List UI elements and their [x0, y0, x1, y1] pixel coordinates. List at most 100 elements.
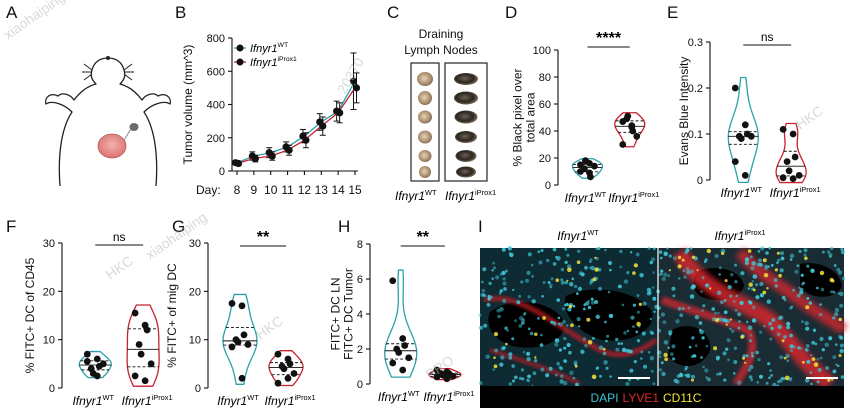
e-data-point	[795, 172, 803, 179]
microscopy-images	[478, 246, 849, 391]
f-violin-wt	[78, 350, 112, 379]
d-significance-label: ****	[596, 30, 622, 47]
b-x-prefix: Day:	[196, 183, 221, 197]
g-ytick-label: 20	[189, 286, 201, 298]
watermark-7: 20370	[334, 55, 367, 97]
d-ytick-label: 100	[533, 45, 551, 57]
f-data-point	[99, 360, 107, 368]
iprox1-lymph-nodes	[454, 73, 478, 178]
wt-node-frame	[410, 62, 440, 182]
e-data-point	[789, 175, 797, 183]
e-violin-iprox1	[775, 122, 807, 184]
d-data-point	[591, 162, 598, 170]
i-iprox1-label: Ifnyr1iProx1	[714, 228, 765, 243]
f-y-axis-label: % FITC+ DC of CD45	[23, 257, 37, 373]
d-data-point	[577, 168, 584, 175]
wt-node-photo	[417, 72, 433, 86]
d-data-point	[587, 173, 594, 181]
iprox1-node-photo	[455, 131, 477, 143]
g-data-point	[238, 374, 246, 382]
lyve1-vessel	[735, 248, 849, 335]
e-ytick-label: 0	[697, 175, 703, 187]
h-group-label-wt: Ifnyr1WT	[378, 389, 420, 404]
g-ytick-label: 30	[189, 238, 201, 250]
wt-node-photo	[418, 91, 432, 105]
b-ytick-label: 600	[207, 66, 225, 78]
f-group-label-wt: Ifnyr1WT	[72, 393, 114, 408]
e-data-point	[731, 84, 739, 92]
g-violin-iprox1	[268, 350, 304, 387]
evans-blue-violin-chart: 0 0.1 0.2 0.3 Evans Blue Intensity Ifnyr1WT If…	[677, 30, 821, 200]
lyve1-vessel	[660, 296, 757, 387]
e-data-point	[783, 158, 791, 166]
panel-a-mouse-illustration	[44, 56, 172, 187]
h-ytick-label: 4	[357, 309, 363, 321]
g-group-label-iprox1: Ifnyr1iProx1	[264, 393, 315, 408]
e-data-point	[785, 167, 793, 175]
e-data-point	[731, 158, 739, 166]
g-data-point	[228, 343, 236, 351]
g-data-point	[280, 365, 288, 373]
fitc-dc-cd45-violin-chart: 0 10 20 30 % FITC+ DC of CD45 Ifnyr1WT Ifnyr1i…	[23, 230, 173, 408]
stain-legend: DAPI LYVE1 CD11C	[591, 391, 702, 405]
e-ytick-label: 0.2	[688, 83, 703, 95]
c-iprox1-label: Ifnyr1iProx1	[445, 188, 496, 203]
d-data-point	[586, 160, 593, 167]
watermark-4: HKC	[253, 312, 286, 342]
watermark-3: HKC	[793, 102, 826, 132]
panel-label-h: H	[338, 217, 350, 236]
stain-dapi-label: DAPI	[591, 391, 619, 405]
g-data-point	[240, 331, 248, 339]
b-data-point	[302, 136, 310, 144]
b-xtick-label: 8	[234, 183, 241, 197]
iprox1-node-photo	[454, 91, 478, 105]
h-data-point	[389, 277, 397, 285]
panel-label-g: G	[172, 217, 185, 236]
b-ytick-label: 0	[219, 166, 225, 178]
b-data-point	[349, 77, 358, 85]
d-ytick-label: 60	[539, 99, 551, 111]
e-ytick-label: 0.1	[688, 129, 703, 141]
f-data-point	[137, 350, 145, 358]
h-y-axis-label: FITC+ DC Tumor	[342, 268, 356, 360]
iprox1-node-photo	[455, 150, 477, 162]
wt-node-photo	[419, 166, 431, 178]
d-ytick-label: 80	[539, 72, 551, 84]
b-data-point	[285, 146, 293, 154]
black-pixel-violin-chart: 0 20 40 60 80 100 % Black pixel over total area…	[511, 30, 660, 205]
e-group-label-wt: Ifnyr1WT	[720, 185, 762, 200]
b-xtick-label: 11	[281, 183, 294, 197]
panel-label-i: I	[478, 217, 483, 236]
e-data-point	[789, 130, 797, 138]
g-ytick-label: 10	[189, 335, 201, 347]
panel-i-microscopy: Ifnyr1WT Ifnyr1iProx1 DAPI LYVE1 CD11C	[478, 228, 849, 408]
g-data-point	[274, 379, 282, 387]
f-ytick-label: 30	[43, 238, 55, 250]
panel-label-a: A	[6, 3, 18, 22]
iprox1-node-photo	[456, 166, 476, 178]
wt-lymph-nodes	[417, 72, 433, 178]
b-legend-label: Ifnyr1WT	[250, 42, 288, 55]
g-data-point	[238, 302, 246, 310]
c-wt-label: Ifnyr1WT	[395, 188, 437, 203]
b-series-line	[236, 80, 356, 164]
g-data-point	[274, 350, 282, 358]
f-data-point	[131, 309, 139, 317]
h-ytick-label: 6	[357, 274, 363, 286]
b-data-point	[319, 122, 327, 130]
h-data-point	[395, 349, 403, 356]
g-group-label-wt: Ifnyr1WT	[217, 393, 259, 408]
tumor-volume-chart: 0 200 400 600 800 8 9 10 11 12 13 14 15 Day: Tumor vol…	[181, 33, 362, 197]
b-legend-marker	[236, 58, 244, 66]
i-wt-label: Ifnyr1WT	[557, 228, 599, 243]
stain-lyve1-label: LYVE1	[623, 391, 660, 405]
dark-region	[488, 301, 564, 348]
f-data-point	[93, 355, 101, 363]
h-data-point	[399, 335, 407, 342]
fitc-ratio-violin-chart: 0 2 4 6 8 FITC+ DC LN FITC+ DC Tumor Ifnyr1WT If…	[329, 229, 475, 404]
f-data-point	[143, 326, 151, 334]
h-ytick-label: 8	[357, 239, 363, 251]
iprox1-node-photo	[454, 110, 478, 124]
b-ytick-label: 800	[207, 33, 225, 45]
